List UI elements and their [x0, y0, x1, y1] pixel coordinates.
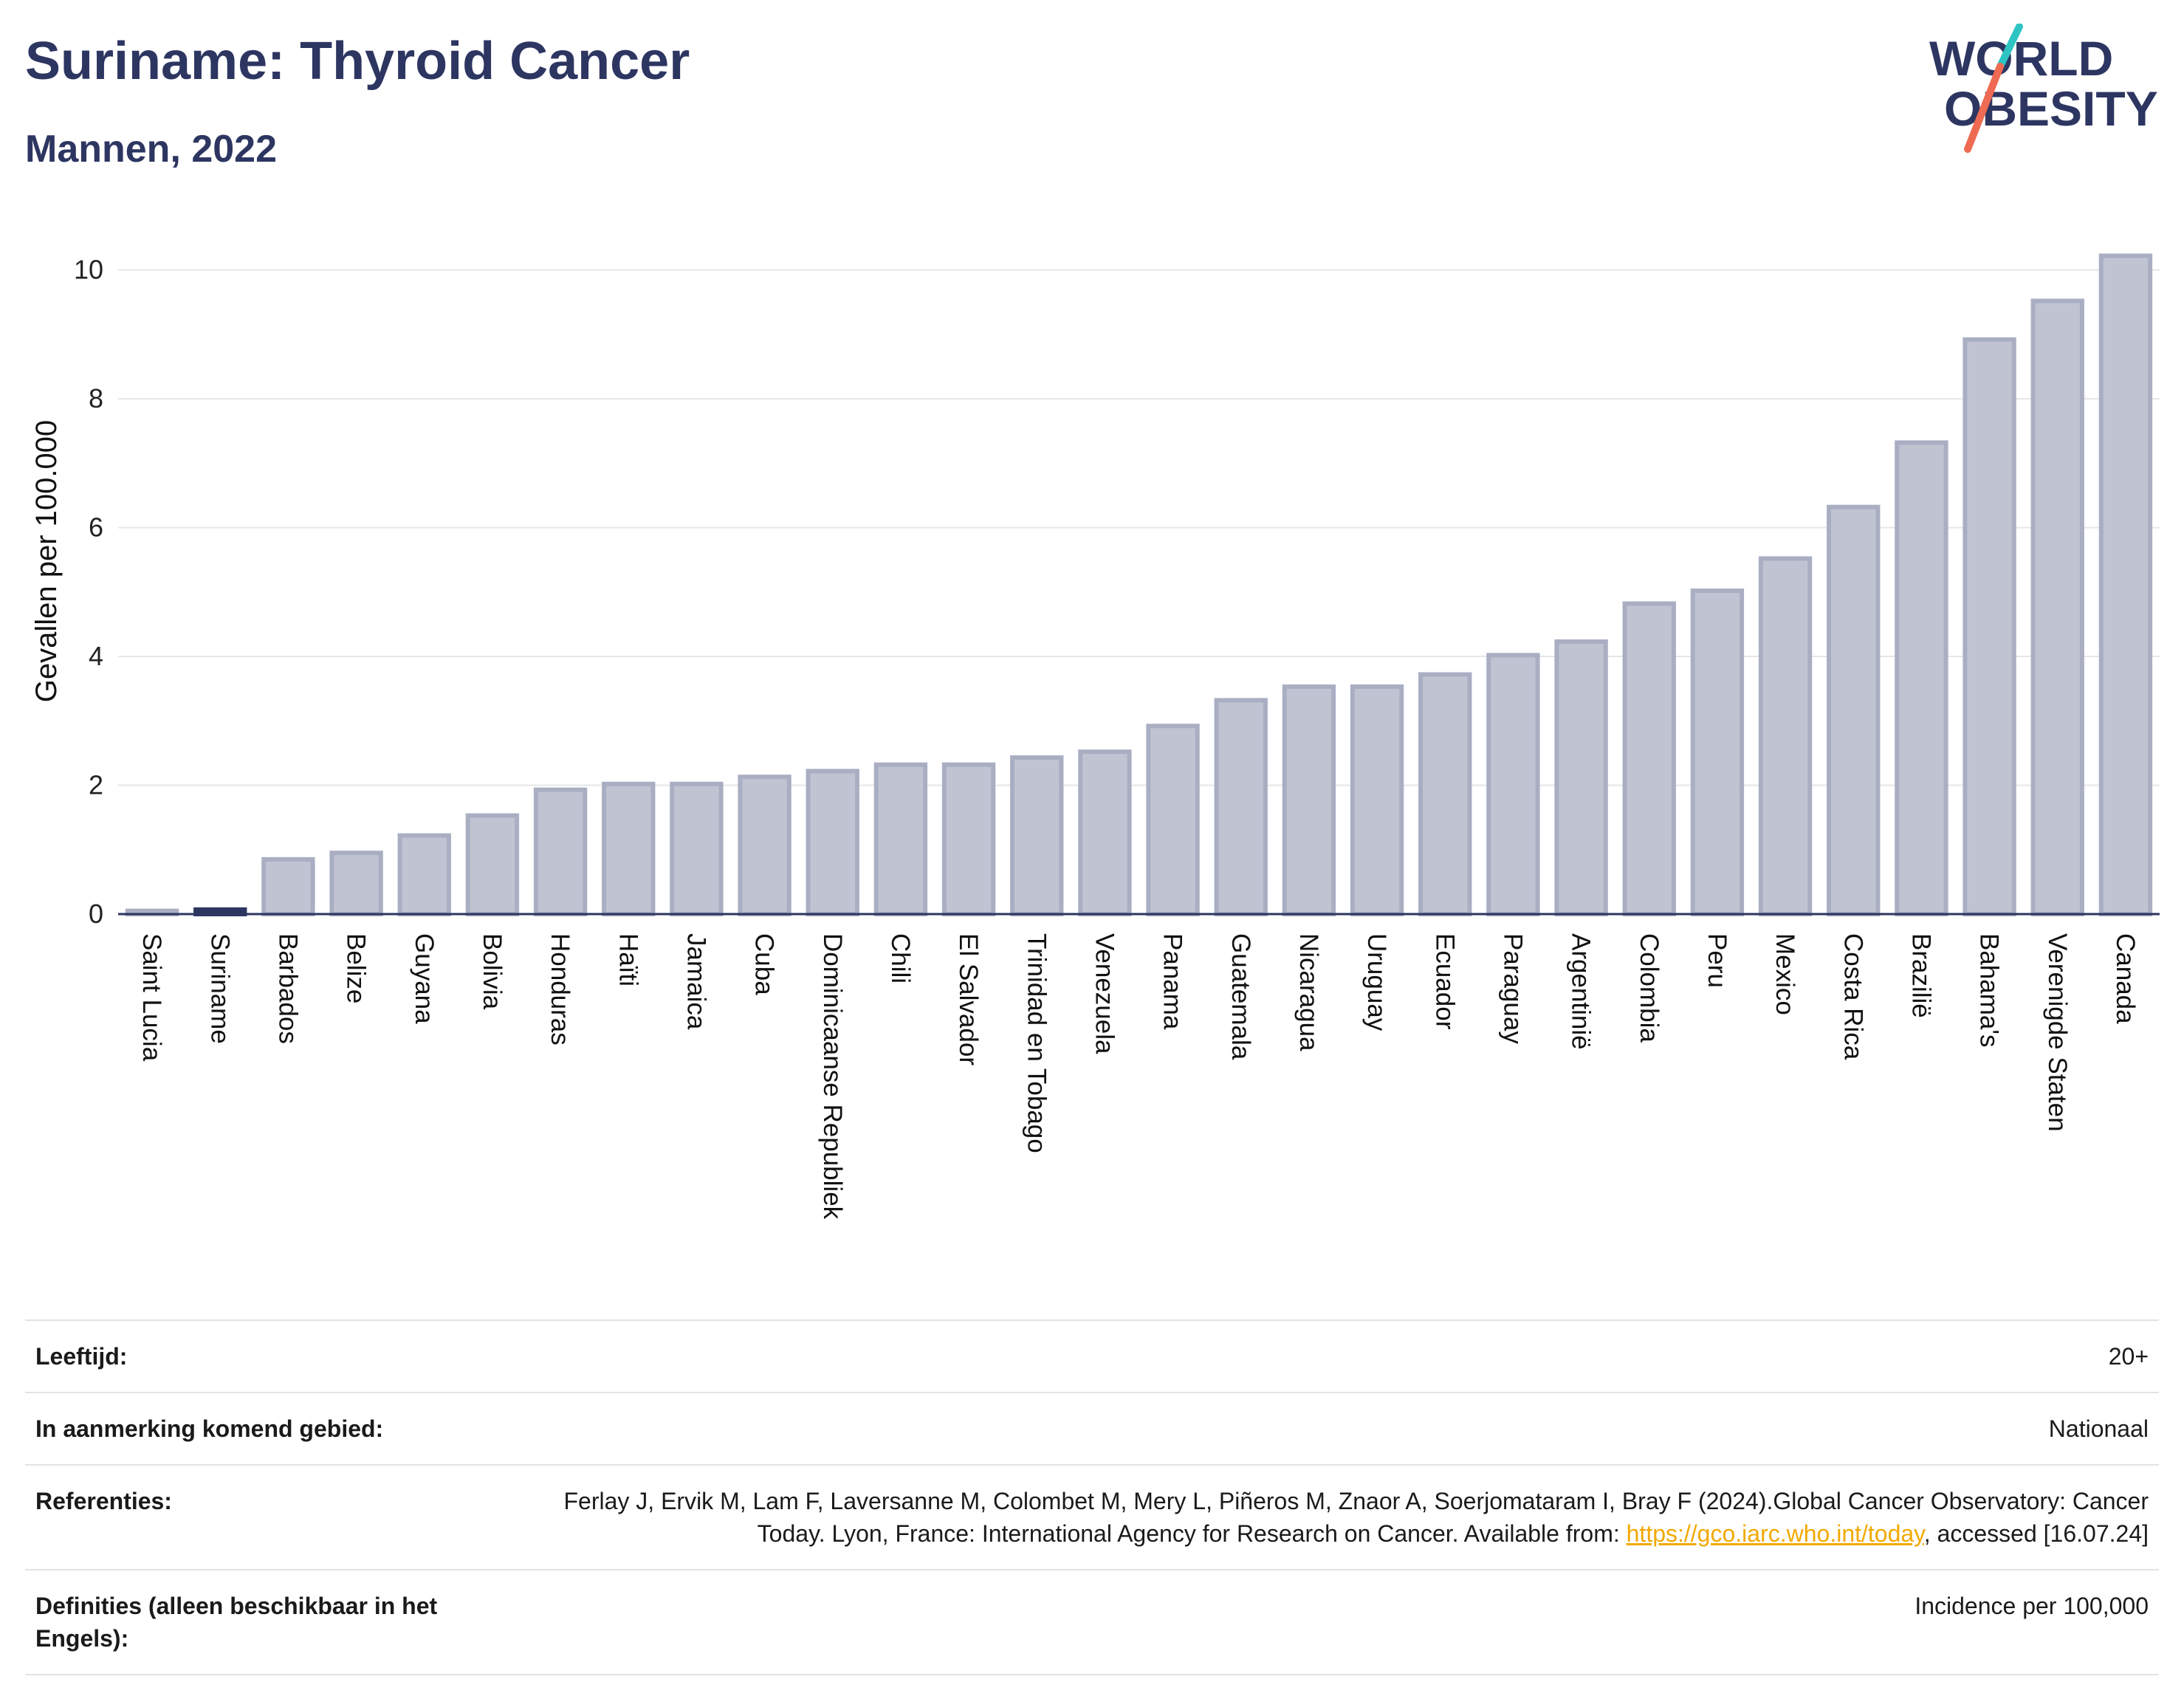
y-tick-label: 8: [89, 383, 103, 413]
bar-peru: [1690, 588, 1745, 916]
bar-guatemala: [1214, 698, 1268, 916]
x-tick-label: Verenigde Staten: [2043, 933, 2072, 1132]
reference-link[interactable]: https://gco.iarc.who.int/today: [1626, 1520, 1924, 1547]
bar-honduras: [533, 787, 588, 917]
x-tick-label: Mexico: [1771, 933, 1799, 1015]
logo-slash-bottom: [1964, 63, 2004, 153]
logo-slash-top: [1996, 24, 2023, 70]
x-axis-ticks: Saint Lucia Suriname Barbados Belize Guyana B…: [137, 933, 2140, 1220]
x-tick-label: Costa Rica: [1838, 933, 1867, 1060]
x-tick-label: Peru: [1703, 933, 1731, 988]
x-tick-label: Venezuela: [1090, 933, 1119, 1054]
bar-panama: [1146, 724, 1200, 917]
bar-el-salvador: [941, 762, 996, 917]
x-tick-label: Saint Lucia: [137, 933, 166, 1062]
info-table: Leeftijd: 20+ In aanmerking komend gebie…: [25, 1319, 2159, 1675]
x-tick-label: Jamaica: [681, 933, 710, 1030]
x-tick-label: Barbados: [273, 933, 302, 1044]
info-row-age: Leeftijd: 20+: [25, 1319, 2159, 1393]
bar-bolivia: [465, 813, 520, 917]
bar-ha-ti: [602, 781, 656, 916]
x-tick-label: Bolivia: [478, 933, 506, 1010]
x-tick-label: Argentinië: [1567, 933, 1596, 1050]
bar-brazili-: [1895, 440, 1948, 916]
bar-ecuador: [1418, 672, 1472, 917]
bar-guyana: [397, 833, 451, 917]
x-tick-label: Uruguay: [1362, 933, 1391, 1031]
info-value: Incidence per 100,000: [518, 1569, 2159, 1675]
bar-costa-rica: [1827, 504, 1881, 916]
info-label: Leeftijd:: [25, 1319, 518, 1393]
y-tick-label: 4: [89, 641, 103, 671]
x-tick-label: Panama: [1158, 933, 1187, 1030]
bar-venezuela: [1078, 749, 1132, 916]
reference-text: Ferlay J, Ervik M, Lam F, Laversanne M, …: [563, 1488, 2149, 1547]
x-tick-label: Cuba: [750, 933, 779, 995]
x-tick-label: Suriname: [205, 933, 234, 1044]
bar-chili: [873, 762, 928, 917]
bar-uruguay: [1350, 684, 1404, 916]
logo-text-world: WORLD: [1929, 31, 2113, 86]
y-axis-ticks: 0 2 4 6 8 10: [74, 255, 103, 929]
info-value: Ferlay J, Ervik M, Lam F, Laversanne M, …: [518, 1464, 2159, 1570]
x-tick-label: Paraguay: [1498, 933, 1527, 1044]
bar-dominicaanse-republiek: [806, 769, 859, 916]
y-tick-label: 6: [89, 512, 103, 543]
bar-cuba: [738, 775, 791, 916]
bar-paraguay: [1486, 653, 1540, 916]
bars: [125, 253, 2153, 917]
bar-mexico: [1758, 556, 1813, 917]
info-row-area: In aanmerking komend gebied: Nationaal: [25, 1392, 2159, 1465]
x-tick-label: Honduras: [546, 933, 574, 1046]
bar-barbados: [261, 856, 315, 917]
info-value: 20+: [518, 1319, 2159, 1393]
bar-jamaica: [670, 781, 724, 916]
x-tick-label: Nicaragua: [1294, 933, 1323, 1051]
x-tick-label: Haïti: [614, 933, 642, 986]
bar-belize: [329, 851, 383, 916]
y-tick-label: 2: [89, 770, 103, 800]
y-axis-label: Gevallen per 100.000: [30, 420, 63, 703]
chart-subtitle: Mannen, 2022: [25, 128, 278, 171]
bar-argentini-: [1554, 639, 1608, 916]
info-label: Definities (alleen beschikbaar in het En…: [25, 1569, 518, 1675]
bar-trinidad-en-tobago: [1010, 755, 1064, 917]
reference-accessed: , accessed [16.07.24]: [1923, 1520, 2149, 1547]
chart-title: Suriname: Thyroid Cancer: [25, 32, 690, 91]
info-label: Referenties:: [25, 1464, 518, 1570]
x-tick-label: Belize: [342, 933, 371, 1003]
x-tick-label: Dominicaanse Republiek: [818, 933, 847, 1220]
y-tick-label: 10: [74, 255, 103, 285]
x-tick-label: Brazilië: [1906, 933, 1935, 1018]
x-tick-label: Trinidad en Tobago: [1022, 933, 1051, 1153]
bar-bahama-s: [1962, 337, 2016, 916]
bar-colombia: [1622, 601, 1676, 916]
x-tick-label: Bahama's: [1975, 933, 2004, 1048]
info-value: Nationaal: [518, 1392, 2159, 1465]
x-tick-label: Canada: [2111, 933, 2140, 1024]
info-row-references: Referenties: Ferlay J, Ervik M, Lam F, L…: [25, 1464, 2159, 1570]
bar-nicaragua: [1282, 684, 1336, 916]
bar-verenigde-staten: [2030, 298, 2084, 916]
info-label: In aanmerking komend gebied:: [25, 1392, 518, 1465]
x-tick-label: Chili: [886, 933, 915, 983]
x-tick-label: El Salvador: [954, 933, 983, 1065]
x-tick-label: Ecuador: [1430, 933, 1459, 1030]
x-tick-label: Colombia: [1635, 933, 1663, 1043]
y-tick-label: 0: [89, 899, 103, 929]
x-tick-label: Guyana: [410, 933, 439, 1024]
info-row-definitions: Definities (alleen beschikbaar in het En…: [25, 1569, 2159, 1675]
bar-canada: [2098, 253, 2153, 916]
world-obesity-logo: WORLD OBESITY: [1929, 24, 2158, 153]
bar-chart: 0 2 4 6 8 10 Saint Lucia Suriname Barbados Beliz…: [30, 253, 2160, 1220]
x-tick-label: Guatemala: [1226, 933, 1255, 1060]
